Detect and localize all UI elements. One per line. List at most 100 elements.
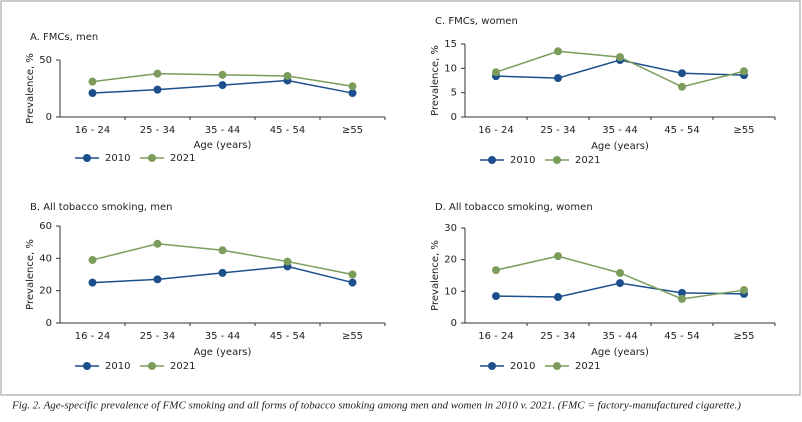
panel-title: D. All tobacco smoking, women	[435, 202, 593, 213]
x-tick-label: 45 - 54	[664, 125, 699, 136]
point	[283, 257, 292, 266]
legend-label: 2010	[105, 361, 130, 372]
y-tick-label: 0	[451, 318, 457, 329]
y-tick-label: 20	[39, 286, 52, 297]
point	[678, 294, 686, 303]
x-tick-label: 35 - 44	[602, 331, 637, 342]
point	[348, 278, 357, 287]
legend-label: 2010	[510, 155, 535, 166]
x-tick-label: 16 - 24	[75, 125, 110, 136]
point	[678, 288, 686, 297]
point	[492, 266, 500, 275]
x-tick-label: ≥55	[342, 125, 363, 136]
point	[554, 47, 562, 56]
y-tick-label: 20	[444, 255, 457, 266]
legend-marker	[83, 362, 91, 370]
series-line	[495, 255, 745, 300]
point	[218, 246, 227, 255]
caption: Fig. 2. Age-specific prevalence of FMC s…	[11, 400, 741, 412]
x-axis-label: Age (years)	[591, 141, 649, 152]
legend-label: 2010	[510, 361, 535, 372]
y-tick-label: 5	[451, 88, 457, 99]
legend-marker	[488, 156, 496, 164]
panel-title: A. FMCs, men	[30, 32, 98, 43]
legend-marker	[553, 362, 561, 370]
y-tick-label: 40	[39, 253, 52, 264]
x-tick-label: 25 - 34	[540, 331, 575, 342]
y-tick-label: 10	[444, 63, 457, 74]
point	[554, 252, 562, 261]
point	[554, 74, 562, 83]
legend-marker	[148, 154, 156, 162]
frame	[0, 0, 801, 396]
y-tick-label: 0	[451, 112, 457, 123]
x-tick-label: 25 - 34	[540, 125, 575, 136]
point	[88, 89, 97, 98]
y-tick-label: 0	[46, 112, 52, 123]
x-axis-label: Age (years)	[194, 347, 252, 358]
point	[88, 255, 97, 264]
x-tick-label: ≥55	[733, 331, 754, 342]
panel-title: C. FMCs, women	[435, 16, 518, 27]
point	[153, 85, 162, 94]
y-tick-label: 30	[444, 223, 457, 234]
y-axis-label: Prevalence, %	[25, 239, 36, 310]
y-tick-label: 15	[444, 39, 457, 50]
point	[283, 71, 292, 80]
point	[348, 82, 357, 91]
panel-title: B. All tobacco smoking, men	[30, 202, 173, 213]
legend-marker	[83, 154, 91, 162]
x-tick-label: 35 - 44	[205, 125, 240, 136]
x-tick-label: 45 - 54	[664, 331, 699, 342]
x-tick-label: 25 - 34	[140, 331, 175, 342]
x-tick-label: 45 - 54	[270, 125, 305, 136]
point	[348, 270, 357, 279]
legend-label: 2010	[105, 153, 130, 164]
x-tick-label: ≥55	[342, 331, 363, 342]
x-tick-label: 25 - 34	[140, 125, 175, 136]
point	[616, 53, 624, 62]
legend-marker	[488, 362, 496, 370]
point	[153, 239, 162, 248]
point	[348, 89, 357, 98]
point	[153, 275, 162, 284]
x-tick-label: 35 - 44	[205, 331, 240, 342]
x-axis-label: Age (years)	[194, 140, 252, 151]
y-axis-label: Prevalence, %	[430, 240, 441, 311]
x-tick-label: 16 - 24	[478, 125, 513, 136]
point	[740, 286, 748, 295]
x-tick-label: 16 - 24	[478, 331, 513, 342]
point	[218, 81, 227, 90]
point	[554, 293, 562, 302]
legend-label: 2021	[170, 153, 195, 164]
y-axis-label: Prevalence, %	[430, 45, 441, 116]
y-tick-label: 10	[444, 286, 457, 297]
x-tick-label: ≥55	[733, 125, 754, 136]
x-axis-label: Age (years)	[591, 347, 649, 358]
legend-marker	[148, 362, 156, 370]
y-axis-label: Prevalence, %	[25, 53, 36, 124]
point	[153, 69, 162, 78]
point	[678, 69, 686, 78]
legend-marker	[553, 156, 561, 164]
point	[88, 77, 97, 86]
point	[616, 268, 624, 277]
x-tick-label: 35 - 44	[602, 125, 637, 136]
point	[492, 68, 500, 77]
point	[218, 268, 227, 277]
y-tick-label: 0	[46, 318, 52, 329]
x-tick-label: 16 - 24	[75, 331, 110, 342]
point	[678, 82, 686, 91]
point	[740, 67, 748, 76]
legend-label: 2021	[170, 361, 195, 372]
y-tick-label: 50	[39, 55, 52, 66]
point	[492, 292, 500, 301]
point	[616, 279, 624, 288]
legend-label: 2021	[575, 155, 600, 166]
legend-label: 2021	[575, 361, 600, 372]
x-tick-label: 45 - 54	[270, 331, 305, 342]
y-tick-label: 60	[39, 221, 52, 232]
point	[218, 70, 227, 79]
